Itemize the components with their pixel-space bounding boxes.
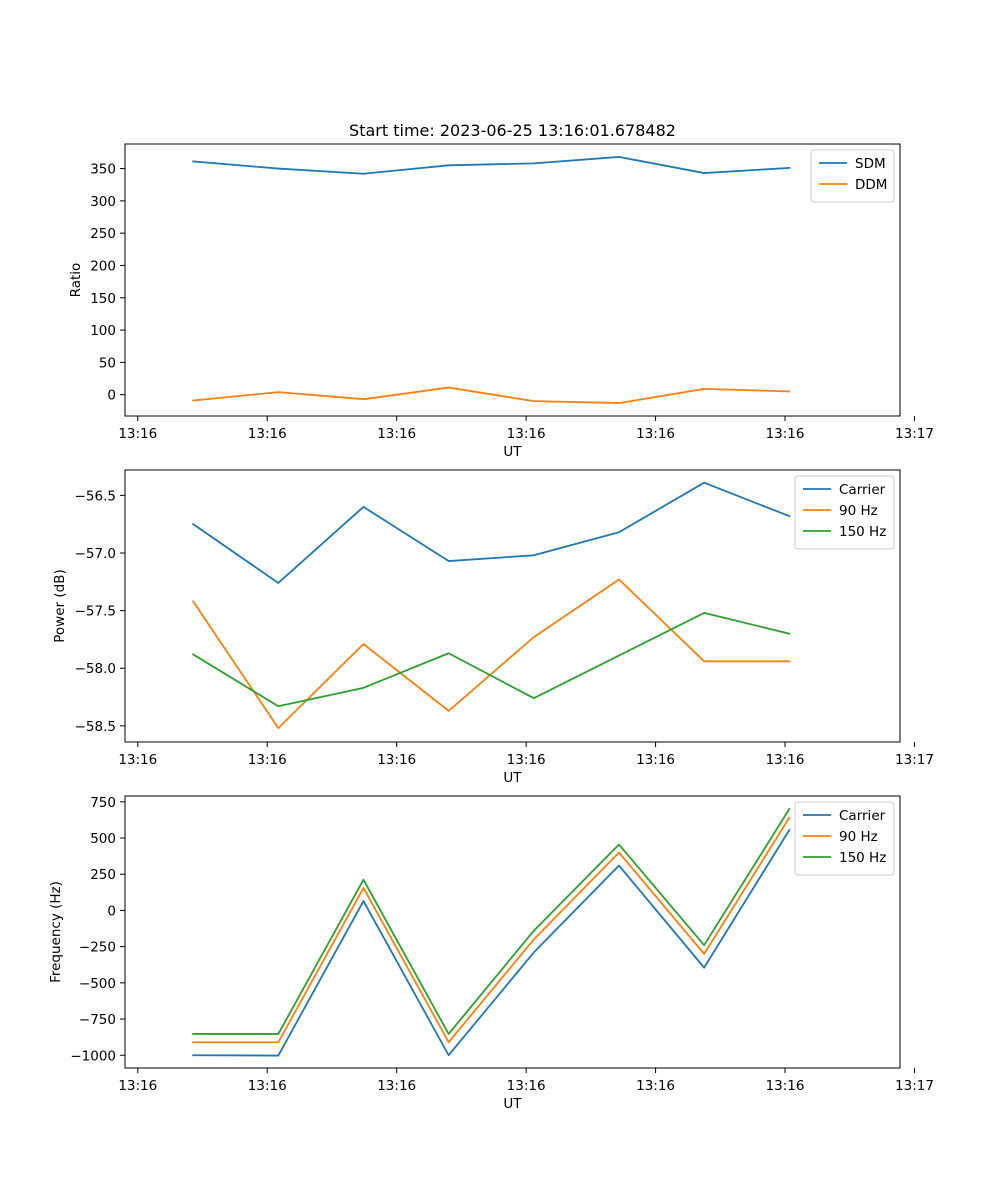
x-tick-label: 13:16 xyxy=(636,752,675,768)
x-tick-label: 13:16 xyxy=(507,426,546,442)
legend-label: DDM xyxy=(855,177,887,193)
x-axis-label: UT xyxy=(503,444,522,460)
panels: 13:16 13:16 13:16 13:16 13:16 13:16 13:17 0 50 10… xyxy=(48,143,934,1112)
y-tick-label: 0 xyxy=(107,903,116,919)
x-tick-label: 13:16 xyxy=(248,752,287,768)
legend-label: SDM xyxy=(855,156,886,172)
y-tick-label: 200 xyxy=(90,258,116,274)
y-tick-label: 0 xyxy=(107,388,116,404)
axes-frame xyxy=(124,469,901,743)
x-tick-label: 13:16 xyxy=(507,1078,546,1094)
y-tick-label: 300 xyxy=(90,194,116,210)
legend: Carrier 90 Hz 150 Hz xyxy=(794,801,895,876)
x-axis-label: UT xyxy=(503,770,522,786)
legend-label: 150 Hz xyxy=(839,524,886,540)
y-tick-label: −58.5 xyxy=(75,719,116,735)
x-axis-label: UT xyxy=(503,1096,522,1112)
legend: SDM DDM xyxy=(810,149,895,203)
chart-title: Start time: 2023-06-25 13:16:01.678482 xyxy=(349,121,676,140)
x-tick-label: 13:16 xyxy=(377,752,416,768)
y-tick-label: −57.5 xyxy=(75,604,116,620)
legend-label: 90 Hz xyxy=(839,829,878,845)
y-tick-label: −500 xyxy=(79,976,116,992)
x-tick-label: 13:16 xyxy=(118,752,157,768)
series-line-150-hz xyxy=(191,612,791,708)
y-tick-label: −250 xyxy=(79,940,116,956)
y-tick-label: −750 xyxy=(79,1012,116,1028)
series-line-carrier xyxy=(192,828,791,1057)
y-tick-label: −58.0 xyxy=(75,661,116,677)
y-tick-label: 500 xyxy=(90,831,116,847)
legend-label: Carrier xyxy=(839,482,886,498)
x-tick-label: 13:17 xyxy=(895,426,934,442)
x-tick-label: 13:16 xyxy=(118,1078,157,1094)
y-tick-label: −57.0 xyxy=(75,546,116,562)
y-tick-label: −1000 xyxy=(70,1048,116,1064)
x-tick-label: 13:16 xyxy=(766,1078,805,1094)
y-axis-label: Ratio xyxy=(68,263,84,298)
series-line-sdm xyxy=(192,156,791,175)
chart-panel-3: 13:16 13:16 13:16 13:16 13:16 13:16 13:17 −1000… xyxy=(48,795,934,1112)
x-tick-label: 13:16 xyxy=(377,1078,416,1094)
legend-label: Carrier xyxy=(839,808,886,824)
x-tick-label: 13:16 xyxy=(248,1078,287,1094)
series-line-carrier xyxy=(191,481,791,584)
series-line-ddm xyxy=(192,386,791,404)
legend: Carrier 90 Hz 150 Hz xyxy=(794,475,895,550)
x-tick-label: 13:17 xyxy=(895,752,934,768)
x-tick-label: 13:16 xyxy=(636,426,675,442)
y-tick-label: −56.5 xyxy=(75,488,116,504)
y-tick-label: 100 xyxy=(90,323,116,339)
y-tick-label: 150 xyxy=(90,291,116,307)
axes-frame xyxy=(124,795,901,1069)
x-tick-label: 13:16 xyxy=(248,426,287,442)
y-tick-label: 350 xyxy=(90,162,116,178)
chart-panel-1: 13:16 13:16 13:16 13:16 13:16 13:16 13:17 0 50 10… xyxy=(68,143,934,460)
y-tick-label: 50 xyxy=(99,355,116,371)
y-axis-label: Frequency (Hz) xyxy=(48,881,64,983)
x-tick-label: 13:16 xyxy=(507,752,546,768)
legend-label: 90 Hz xyxy=(839,503,878,519)
legend-label: 150 Hz xyxy=(839,850,886,866)
y-tick-label: 750 xyxy=(90,795,116,811)
y-tick-label: 250 xyxy=(90,867,116,883)
x-tick-label: 13:16 xyxy=(766,426,805,442)
x-tick-label: 13:17 xyxy=(895,1078,934,1094)
x-tick-label: 13:16 xyxy=(118,426,157,442)
chart-panel-2: 13:16 13:16 13:16 13:16 13:16 13:16 13:17 −58.5… xyxy=(52,469,934,786)
series-line-90-hz xyxy=(191,578,791,730)
y-axis-label: Power (dB) xyxy=(52,569,68,642)
axes-frame xyxy=(124,143,901,417)
y-tick-label: 250 xyxy=(90,226,116,242)
series-line-150-hz xyxy=(192,807,791,1035)
x-tick-label: 13:16 xyxy=(766,752,805,768)
x-tick-label: 13:16 xyxy=(636,1078,675,1094)
x-tick-label: 13:16 xyxy=(377,426,416,442)
series-line-90-hz xyxy=(192,816,791,1044)
